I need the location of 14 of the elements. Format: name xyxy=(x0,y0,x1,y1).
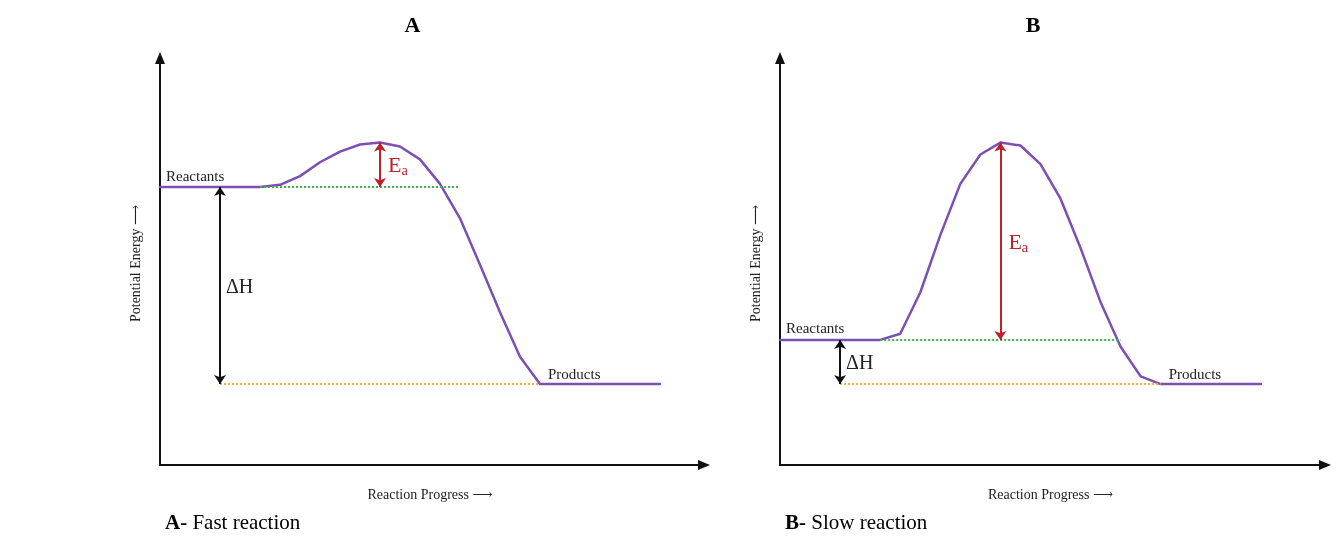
chart-title: A xyxy=(404,11,421,37)
annotation: Products xyxy=(1168,365,1222,382)
y-axis-title: Potential Energy ⟶ xyxy=(127,204,143,323)
annotation: Reactants xyxy=(166,167,225,184)
x-axis-title: Reaction Progress ⟶ xyxy=(987,486,1114,502)
chart-title: B xyxy=(1025,11,1041,37)
x-axis-title: Reaction Progress ⟶ xyxy=(367,486,493,502)
annotation: Reactants xyxy=(786,320,845,337)
annotation: Products xyxy=(548,365,601,382)
annotation: ΔH xyxy=(846,350,874,373)
text: A- Fast reaction xyxy=(165,510,301,534)
text: B- Slow reaction xyxy=(785,510,928,534)
y-axis-title: Potential Energy ⟶ xyxy=(747,204,763,323)
annotation: ΔH xyxy=(226,274,254,297)
